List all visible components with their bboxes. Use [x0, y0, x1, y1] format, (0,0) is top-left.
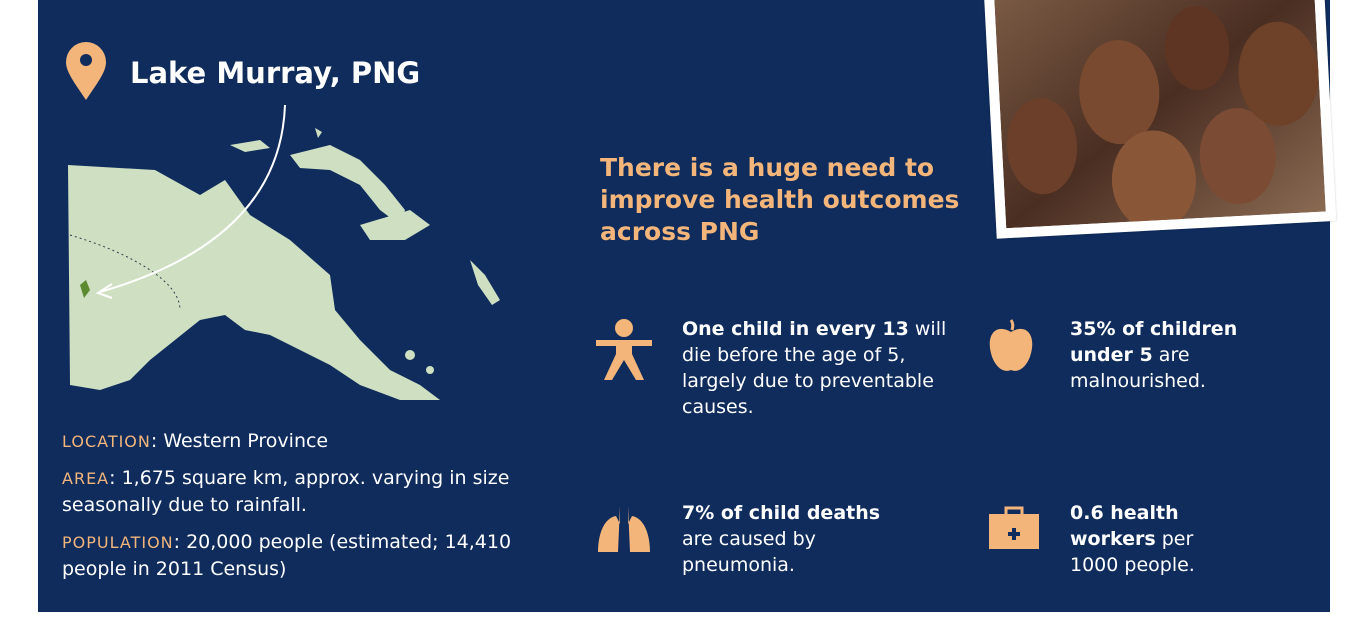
lungs-icon: [596, 502, 652, 556]
fact: AREA: 1,675 square km, approx. varying i…: [62, 465, 512, 519]
fact-label: AREA: [62, 469, 109, 488]
stat-text: are caused by pneumonia.: [682, 528, 816, 576]
location-title: Lake Murray, PNG: [130, 56, 420, 90]
fact: LOCATION: Western Province: [62, 428, 552, 455]
child-icon: [594, 318, 654, 382]
pin-icon: [64, 42, 108, 102]
fact: POPULATION: 20,000 people (estimated; 14…: [62, 529, 552, 583]
map: [60, 100, 530, 440]
stat-bold: One child in every 13: [682, 318, 909, 340]
stat: 35% of children under 5 are malnourished…: [1070, 316, 1270, 394]
medkit-icon: [988, 506, 1040, 550]
stat-bold: 7% of child deaths: [682, 502, 880, 524]
apple-icon: [988, 316, 1034, 374]
page: {"location": {"title": "Lake Murray, PNG…: [0, 0, 1360, 639]
stat: 7% of child deaths are caused by pneumon…: [682, 500, 882, 578]
photo-image: [994, 0, 1326, 228]
stat: One child in every 13 will die before th…: [682, 316, 952, 420]
fact-label: LOCATION: [62, 432, 151, 451]
stat-bold: 35% of children under 5: [1070, 318, 1237, 366]
stat: 0.6 health workers per 1000 people.: [1070, 500, 1230, 578]
fact-text: : 1,675 square km, approx. varying in si…: [62, 467, 509, 516]
fact-label: POPULATION: [62, 533, 174, 552]
fact-text: : Western Province: [151, 430, 328, 452]
headline: There is a huge need to improve health o…: [600, 152, 960, 248]
facts: LOCATION: Western Province AREA: 1,675 s…: [62, 428, 552, 593]
photo: [984, 0, 1337, 239]
